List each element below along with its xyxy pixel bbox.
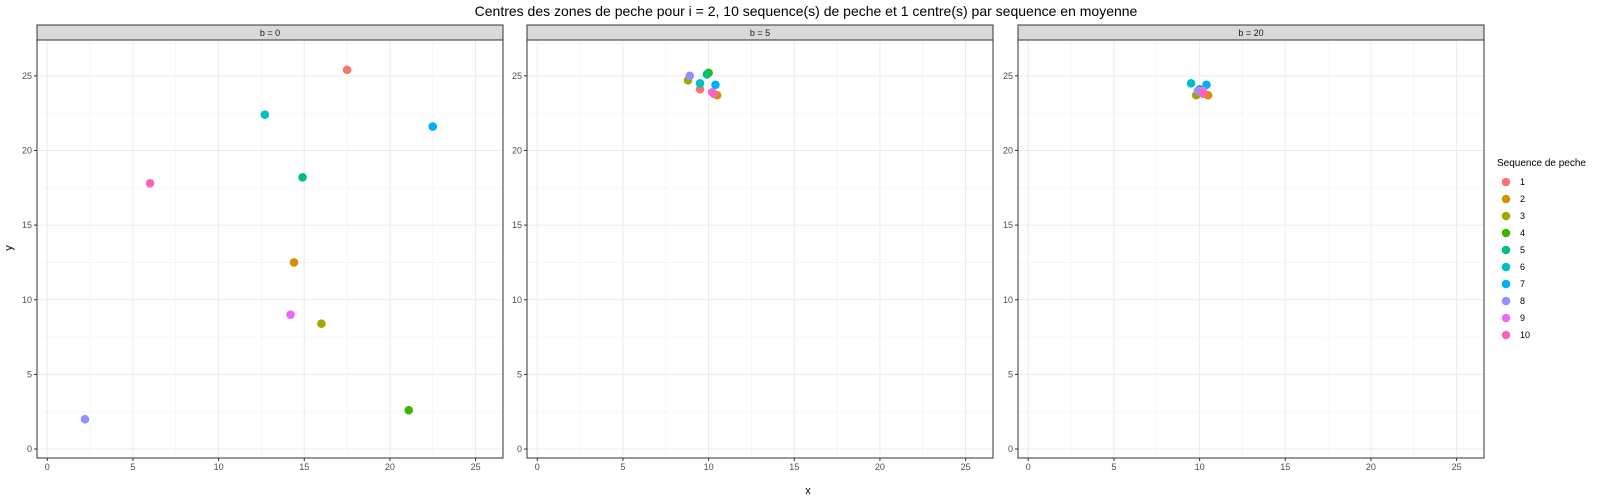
scatter-point-seq-10 bbox=[145, 179, 155, 188]
panel-background bbox=[1018, 40, 1484, 458]
legend-label: 3 bbox=[1520, 211, 1525, 221]
x-tick-label: 25 bbox=[1452, 462, 1462, 472]
legend-key-5 bbox=[1501, 245, 1511, 255]
x-tick-label: 10 bbox=[704, 462, 714, 472]
legend-label: 8 bbox=[1520, 296, 1525, 306]
facet-strip-label: b = 20 bbox=[1238, 28, 1263, 38]
x-tick-label: 0 bbox=[1026, 462, 1031, 472]
legend-key-2 bbox=[1501, 194, 1511, 204]
scatter-point-seq-3 bbox=[317, 319, 326, 328]
x-tick-label: 20 bbox=[385, 462, 395, 472]
scatter-point-seq-9 bbox=[286, 310, 295, 319]
y-tick-label: 5 bbox=[517, 369, 522, 379]
legend-label: 2 bbox=[1520, 194, 1525, 204]
scatter-point-seq-6 bbox=[1186, 78, 1196, 88]
scatter-point-seq-6 bbox=[260, 110, 270, 119]
y-tick-label: 15 bbox=[1003, 220, 1013, 230]
scatter-point-seq-8 bbox=[685, 71, 695, 81]
legend-key-10 bbox=[1501, 330, 1511, 340]
scatter-point-seq-6 bbox=[695, 78, 705, 88]
legend-key-7 bbox=[1501, 279, 1511, 289]
y-tick-label: 20 bbox=[512, 145, 522, 155]
legend-label: 6 bbox=[1520, 262, 1525, 272]
scatter-point-seq-4 bbox=[404, 405, 414, 415]
legend-key-8 bbox=[1501, 296, 1511, 306]
y-tick-label: 20 bbox=[22, 145, 32, 155]
y-tick-label: 0 bbox=[517, 444, 522, 454]
scatter-point-seq-8 bbox=[80, 414, 90, 424]
y-tick-label: 5 bbox=[1008, 369, 1013, 379]
panel-background bbox=[37, 40, 503, 458]
y-tick-label: 0 bbox=[27, 444, 32, 454]
scatter-point-seq-7 bbox=[711, 80, 720, 90]
x-tick-label: 25 bbox=[961, 462, 971, 472]
x-axis-title: x bbox=[805, 485, 811, 497]
scatter-point-seq-10 bbox=[709, 89, 719, 99]
x-tick-label: 5 bbox=[130, 462, 135, 472]
y-tick-label: 5 bbox=[27, 369, 32, 379]
scatter-point-seq-5 bbox=[702, 70, 712, 79]
legend-title: Sequence de peche bbox=[1497, 158, 1586, 169]
legend-label: 9 bbox=[1520, 313, 1525, 323]
x-tick-label: 15 bbox=[789, 462, 799, 472]
facet-panel: b = 5 0 5 10 15 20 25 0 5 10 15 20 25 bbox=[512, 24, 994, 472]
chart-title: Centres des zones de peche pour i = 2, 1… bbox=[475, 3, 1138, 19]
legend-label: 10 bbox=[1520, 330, 1530, 340]
facet-panel: b = 0 0 5 10 15 20 25 0 5 10 15 20 25 bbox=[22, 24, 504, 472]
legend-label: 7 bbox=[1520, 279, 1525, 289]
scatter-point-seq-5 bbox=[298, 173, 307, 182]
legend-key-9 bbox=[1501, 313, 1511, 323]
y-tick-label: 15 bbox=[22, 220, 32, 230]
y-tick-label: 10 bbox=[1003, 295, 1013, 305]
x-tick-label: 20 bbox=[875, 462, 885, 472]
scatter-point-seq-7 bbox=[428, 122, 438, 131]
x-tick-label: 10 bbox=[214, 462, 224, 472]
panel-border bbox=[1017, 39, 1485, 459]
legend: Sequence de peche 1 2 3 4 5 6 7 8 9 10 bbox=[1497, 158, 1586, 340]
x-tick-label: 25 bbox=[471, 462, 481, 472]
y-tick-label: 25 bbox=[512, 71, 522, 81]
x-tick-label: 0 bbox=[45, 462, 50, 472]
legend-label: 5 bbox=[1520, 245, 1525, 255]
facet-strip-label: b = 5 bbox=[750, 28, 770, 38]
y-tick-label: 25 bbox=[22, 71, 32, 81]
facet-strip-label: b = 0 bbox=[260, 28, 280, 38]
y-axis-title: y bbox=[3, 245, 15, 251]
facet-panel: b = 20 0 5 10 15 20 25 0 5 10 15 20 25 bbox=[1003, 24, 1485, 472]
legend-key-3 bbox=[1501, 211, 1511, 221]
panel-background bbox=[527, 40, 993, 458]
legend-label: 4 bbox=[1520, 228, 1525, 238]
x-tick-label: 10 bbox=[1195, 462, 1205, 472]
y-tick-label: 25 bbox=[1003, 71, 1013, 81]
scatter-point-seq-1 bbox=[342, 65, 352, 75]
scatter-point-seq-1 bbox=[695, 84, 705, 94]
facet-panels: b = 0 0 5 10 15 20 25 0 5 10 15 20 25 b = 5 0 5 10 15 20 25… bbox=[22, 24, 1485, 472]
legend-label: 1 bbox=[1520, 177, 1525, 187]
y-tick-label: 10 bbox=[22, 295, 32, 305]
x-tick-label: 15 bbox=[1280, 462, 1290, 472]
x-tick-label: 15 bbox=[299, 462, 309, 472]
legend-items: 1 2 3 4 5 6 7 8 9 10 bbox=[1501, 177, 1530, 340]
legend-key-1 bbox=[1501, 177, 1511, 187]
scatter-point-seq-2 bbox=[289, 258, 299, 267]
y-tick-label: 0 bbox=[1008, 444, 1013, 454]
scatter-point-seq-10 bbox=[1198, 89, 1208, 99]
panel-border bbox=[526, 39, 994, 459]
panel-border bbox=[36, 39, 504, 459]
legend-key-6 bbox=[1501, 262, 1511, 272]
y-tick-label: 15 bbox=[512, 220, 522, 230]
y-tick-label: 20 bbox=[1003, 145, 1013, 155]
x-tick-label: 0 bbox=[535, 462, 540, 472]
x-tick-label: 5 bbox=[1111, 462, 1116, 472]
x-tick-label: 5 bbox=[620, 462, 625, 472]
y-tick-label: 10 bbox=[512, 295, 522, 305]
x-tick-label: 20 bbox=[1366, 462, 1376, 472]
legend-key-4 bbox=[1501, 228, 1511, 238]
